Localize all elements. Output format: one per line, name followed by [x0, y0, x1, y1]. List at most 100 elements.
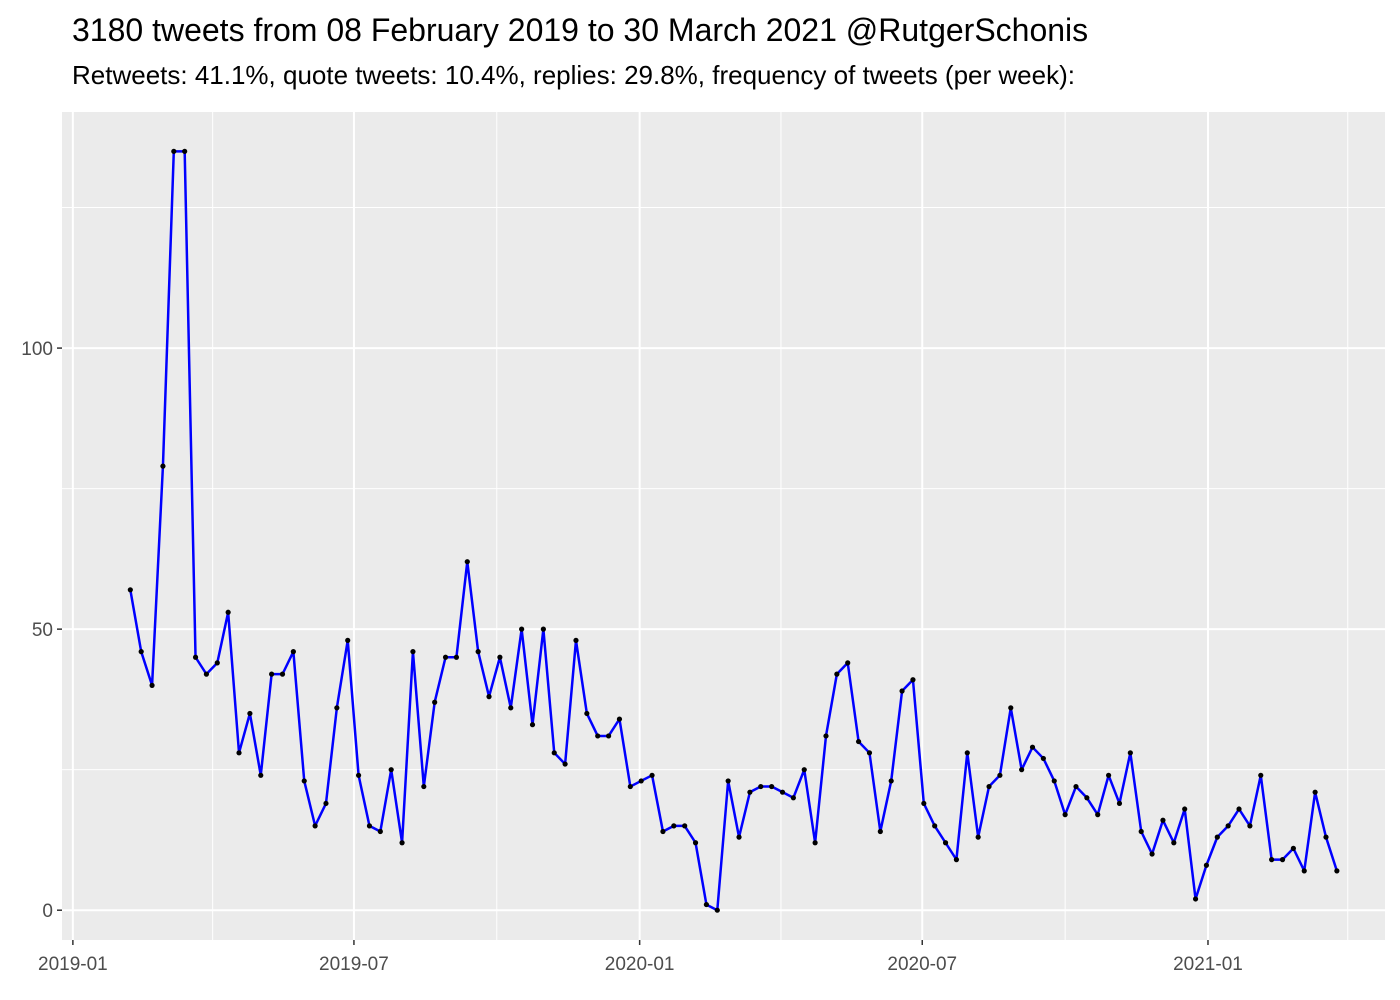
data-point	[758, 783, 764, 790]
data-point	[899, 688, 905, 694]
data-point	[1040, 755, 1046, 762]
data-point	[421, 783, 427, 790]
data-point	[584, 710, 590, 717]
data-point	[214, 660, 220, 666]
data-point	[986, 783, 992, 790]
data-point	[1203, 862, 1210, 868]
x-tick-label: 2019-07	[319, 954, 389, 975]
data-point	[1182, 806, 1188, 812]
data-point	[312, 823, 318, 829]
data-point	[1171, 840, 1177, 846]
data-point	[1301, 868, 1307, 874]
data-point	[171, 148, 177, 154]
y-tick-label: 50	[32, 620, 53, 641]
data-point	[355, 772, 362, 778]
data-point	[1127, 750, 1133, 756]
data-point	[345, 637, 351, 643]
data-point	[432, 699, 438, 705]
y-tick-label: 0	[42, 901, 53, 922]
data-point	[258, 772, 264, 778]
data-point	[1149, 851, 1155, 857]
data-point	[334, 705, 340, 711]
data-point	[964, 750, 970, 756]
data-point	[540, 626, 546, 632]
x-tick-label: 2020-01	[605, 954, 675, 975]
data-point	[279, 671, 286, 677]
data-point	[725, 778, 731, 784]
data-point	[888, 778, 894, 784]
data-point	[573, 637, 579, 643]
data-point	[1279, 857, 1286, 863]
data-point	[247, 710, 253, 717]
data-point	[627, 783, 633, 790]
data-point	[1323, 834, 1329, 840]
data-point	[779, 789, 786, 795]
data-point	[442, 654, 449, 660]
data-point	[508, 705, 514, 711]
data-point	[714, 907, 720, 913]
chart-title: 3180 tweets from 08 February 2019 to 30 …	[72, 12, 1089, 48]
data-point	[692, 840, 699, 846]
data-point	[301, 778, 307, 784]
data-point	[1138, 828, 1144, 835]
data-point	[1062, 812, 1068, 818]
x-tick-label: 2019-01	[38, 954, 108, 975]
data-point	[138, 649, 144, 655]
data-point	[595, 733, 601, 739]
data-point	[1334, 868, 1340, 874]
data-point	[616, 716, 623, 722]
series-line	[129, 150, 1339, 912]
data-point	[790, 795, 796, 801]
data-point	[203, 671, 210, 677]
y-tick-label: 100	[21, 339, 53, 360]
data-point	[323, 800, 329, 807]
data-point	[877, 828, 883, 835]
data-point	[812, 840, 818, 846]
data-point	[1084, 795, 1090, 801]
data-point	[160, 463, 166, 469]
data-point	[1105, 772, 1112, 778]
data-point	[551, 750, 557, 756]
data-point	[942, 840, 949, 846]
data-point	[1008, 705, 1014, 711]
data-point	[921, 800, 927, 807]
data-point	[845, 660, 851, 666]
data-point	[366, 823, 373, 829]
data-point	[1214, 834, 1220, 840]
data-point	[388, 767, 394, 773]
data-point	[192, 654, 199, 660]
plot-panel	[62, 112, 1385, 940]
data-point	[834, 671, 840, 677]
data-point	[127, 587, 133, 593]
data-point	[997, 772, 1003, 778]
data-point	[855, 738, 862, 745]
data-point	[1192, 896, 1199, 902]
data-point	[660, 828, 666, 835]
data-point	[1095, 812, 1101, 818]
data-point	[932, 823, 938, 829]
data-point	[975, 834, 981, 840]
data-point	[453, 654, 460, 660]
data-point	[866, 750, 873, 756]
data-point	[1073, 783, 1079, 790]
data-point	[410, 649, 416, 655]
data-point	[529, 722, 536, 728]
data-point	[1051, 778, 1057, 784]
data-point	[801, 767, 807, 773]
data-point	[953, 857, 960, 863]
data-point	[1258, 772, 1264, 778]
data-point	[475, 649, 481, 655]
data-point	[1236, 806, 1242, 812]
data-point	[236, 750, 242, 756]
data-point	[736, 834, 742, 840]
data-point	[225, 609, 231, 615]
data-point	[399, 840, 405, 846]
data-point	[682, 823, 688, 829]
data-point	[377, 828, 383, 835]
data-point	[1116, 800, 1123, 807]
data-point	[1029, 744, 1036, 750]
data-point	[605, 733, 612, 739]
data-point	[1269, 857, 1275, 863]
data-point	[823, 733, 829, 739]
